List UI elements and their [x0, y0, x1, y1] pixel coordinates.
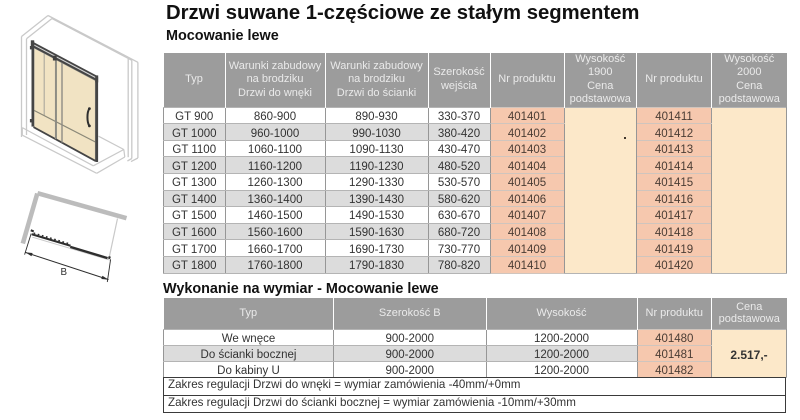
svg-text:B: B [61, 267, 68, 278]
